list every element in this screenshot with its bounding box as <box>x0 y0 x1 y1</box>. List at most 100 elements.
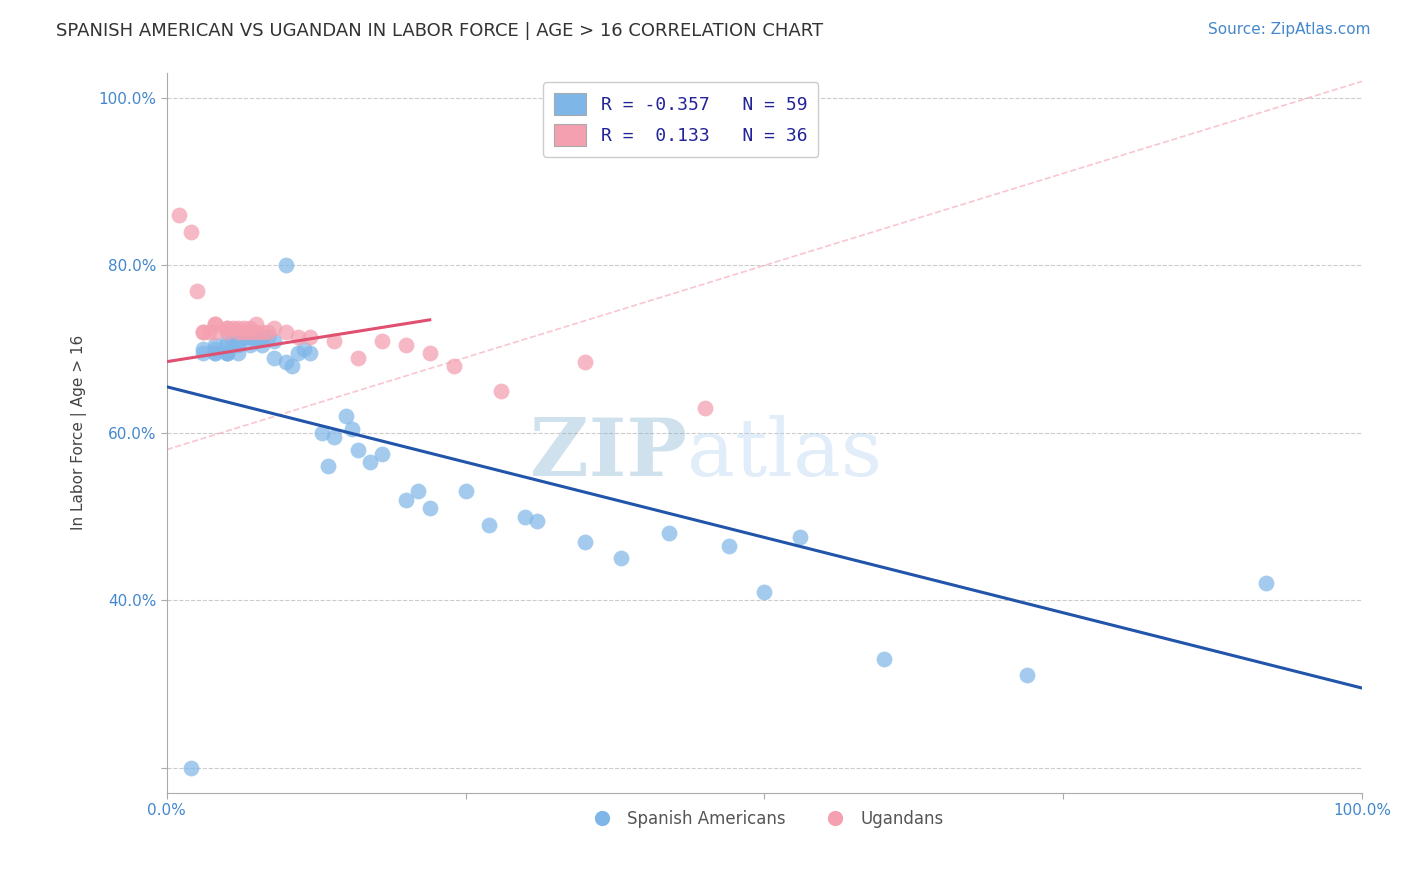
Point <box>574 354 596 368</box>
Point <box>204 317 226 331</box>
Point <box>395 492 418 507</box>
Point <box>1017 668 1039 682</box>
Point <box>228 334 250 348</box>
Point <box>197 326 219 340</box>
Point <box>228 346 250 360</box>
Point <box>491 384 513 398</box>
Point <box>204 317 226 331</box>
Point <box>204 338 226 352</box>
Point <box>239 321 262 335</box>
Point <box>245 326 267 340</box>
Point <box>754 584 776 599</box>
Point <box>1256 576 1278 591</box>
Point <box>406 484 429 499</box>
Text: Source: ZipAtlas.com: Source: ZipAtlas.com <box>1208 22 1371 37</box>
Point <box>323 334 346 348</box>
Point <box>233 329 256 343</box>
Text: ZIP: ZIP <box>530 416 686 493</box>
Point <box>693 401 716 415</box>
Point <box>204 346 226 360</box>
Point <box>395 338 418 352</box>
Point <box>204 342 226 356</box>
Point <box>263 321 285 335</box>
Point <box>252 329 274 343</box>
Point <box>245 329 267 343</box>
Point <box>263 334 285 348</box>
Point <box>340 422 363 436</box>
Point <box>311 425 333 440</box>
Point <box>191 326 214 340</box>
Point <box>299 346 322 360</box>
Point <box>526 514 548 528</box>
Point <box>239 326 262 340</box>
Point <box>419 501 441 516</box>
Point <box>515 509 537 524</box>
Point <box>347 351 370 365</box>
Point <box>221 321 243 335</box>
Point <box>215 346 238 360</box>
Point <box>204 346 226 360</box>
Point <box>228 321 250 335</box>
Point <box>610 551 633 566</box>
Point <box>276 354 298 368</box>
Point <box>239 326 262 340</box>
Point <box>215 338 238 352</box>
Point <box>228 326 250 340</box>
Point <box>233 321 256 335</box>
Point <box>204 326 226 340</box>
Point <box>335 409 357 423</box>
Point <box>443 359 465 373</box>
Point <box>658 526 681 541</box>
Point <box>347 442 370 457</box>
Point <box>191 346 214 360</box>
Point <box>252 338 274 352</box>
Legend: Spanish Americans, Ugandans: Spanish Americans, Ugandans <box>578 804 950 835</box>
Point <box>359 455 381 469</box>
Point <box>191 326 214 340</box>
Point <box>167 208 190 222</box>
Text: SPANISH AMERICAN VS UGANDAN IN LABOR FORCE | AGE > 16 CORRELATION CHART: SPANISH AMERICAN VS UGANDAN IN LABOR FOR… <box>56 22 824 40</box>
Point <box>419 346 441 360</box>
Point <box>323 430 346 444</box>
Point <box>191 342 214 356</box>
Point <box>371 334 394 348</box>
Point <box>215 346 238 360</box>
Point <box>215 334 238 348</box>
Point <box>371 447 394 461</box>
Point <box>257 326 280 340</box>
Text: atlas: atlas <box>686 416 882 493</box>
Point <box>215 321 238 335</box>
Point <box>186 284 208 298</box>
Point <box>316 459 339 474</box>
Point <box>180 225 202 239</box>
Point <box>873 652 896 666</box>
Point <box>478 517 501 532</box>
Point <box>239 338 262 352</box>
Point <box>276 326 298 340</box>
Point <box>215 326 238 340</box>
Point <box>245 317 267 331</box>
Point <box>252 326 274 340</box>
Point <box>789 530 811 544</box>
Point <box>239 329 262 343</box>
Point <box>215 346 238 360</box>
Point <box>292 342 315 356</box>
Point <box>180 760 202 774</box>
Point <box>245 334 267 348</box>
Point <box>276 259 298 273</box>
Point <box>228 329 250 343</box>
Point <box>717 539 740 553</box>
Point <box>287 346 309 360</box>
Point <box>299 329 322 343</box>
Point <box>281 359 304 373</box>
Point <box>228 338 250 352</box>
Point <box>221 334 243 348</box>
Point <box>263 351 285 365</box>
Point <box>454 484 477 499</box>
Y-axis label: In Labor Force | Age > 16: In Labor Force | Age > 16 <box>72 335 87 531</box>
Point <box>233 326 256 340</box>
Point <box>233 329 256 343</box>
Point <box>287 329 309 343</box>
Point <box>215 321 238 335</box>
Point <box>257 329 280 343</box>
